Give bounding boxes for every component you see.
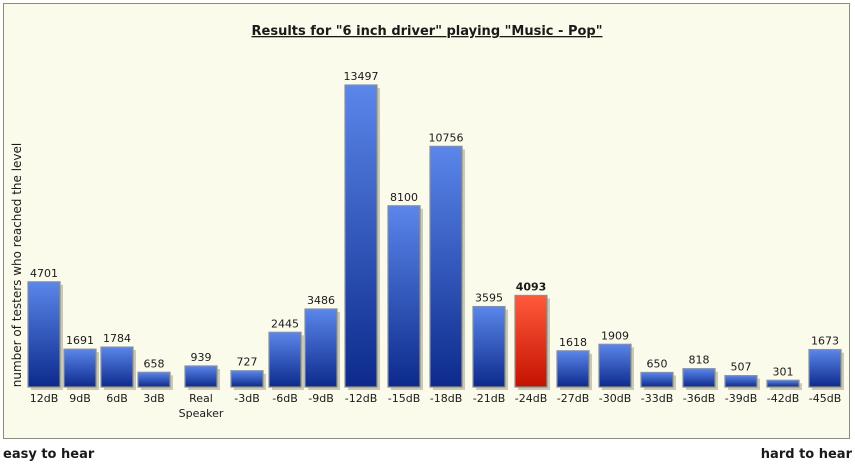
bar-value-label: 8100	[390, 191, 418, 204]
bar	[682, 368, 716, 388]
x-tick-label: -15dB	[388, 392, 421, 405]
bar-value-label: 658	[144, 357, 165, 370]
bar-value-label: 3486	[307, 294, 335, 307]
x-tick-label: -21dB	[473, 392, 506, 405]
bar	[27, 281, 61, 388]
y-axis-label: number of testers who reached the level	[10, 143, 24, 388]
bar	[387, 205, 421, 388]
x-tick-label: -6dB	[272, 392, 298, 405]
bar-value-label: 1909	[601, 329, 629, 342]
x-tick-label: 9dB	[69, 392, 91, 405]
chart-panel	[3, 3, 850, 439]
bar-value-label: 4093	[516, 280, 547, 293]
x-tick-label: Speaker	[179, 407, 224, 420]
x-tick-label: Real	[189, 392, 213, 405]
x-tick-label: -18dB	[430, 392, 463, 405]
bar-value-label: 301	[773, 365, 794, 378]
bar-highlighted	[514, 294, 548, 388]
bar-value-label: 727	[237, 356, 258, 369]
x-tick-label: -24dB	[515, 392, 548, 405]
bar-value-label: 2445	[271, 317, 299, 330]
x-tick-label: -36dB	[683, 392, 716, 405]
bar	[429, 145, 463, 388]
easy-to-hear-label: easy to hear	[3, 447, 95, 462]
x-tick-label: -33dB	[641, 392, 674, 405]
bars-layer: 4701 12dB 1691 9dB 1784 6dB 658 3dB 939 Real Speak…	[27, 70, 844, 420]
bar-value-label: 1618	[559, 336, 587, 349]
bar-value-label: 1784	[103, 332, 131, 345]
bar-value-label: 507	[731, 361, 752, 374]
chart-title: Results for "6 inch driver" playing "Mus…	[252, 24, 603, 39]
bar	[184, 365, 218, 388]
x-tick-label: -9dB	[308, 392, 334, 405]
bar	[640, 371, 674, 388]
x-tick-label: -42dB	[767, 392, 800, 405]
bar-value-label: 1691	[66, 334, 94, 347]
bar-value-label: 1673	[811, 335, 839, 348]
bar	[472, 305, 506, 388]
x-tick-label: -39dB	[725, 392, 758, 405]
hard-to-hear-label: hard to hear	[760, 447, 852, 462]
bar-value-label: 939	[191, 351, 212, 364]
x-tick-label: -27dB	[557, 392, 590, 405]
bar	[344, 84, 378, 388]
bar-chart: Results for "6 inch driver" playing "Mus…	[10, 24, 844, 420]
bar-value-label: 650	[647, 357, 668, 370]
bar	[230, 370, 264, 388]
x-tick-label: -3dB	[234, 392, 260, 405]
bar	[598, 343, 632, 388]
bar	[766, 379, 800, 388]
bar	[137, 371, 171, 388]
x-tick-label: 6dB	[106, 392, 128, 405]
bar-value-label: 4701	[30, 267, 58, 280]
x-tick-label: -45dB	[809, 392, 842, 405]
x-tick-label: -30dB	[599, 392, 632, 405]
bar-value-label: 10756	[429, 131, 464, 144]
bar	[304, 308, 338, 388]
bar	[724, 375, 758, 388]
bar	[808, 348, 842, 388]
bar	[100, 346, 134, 388]
x-tick-label: -12dB	[345, 392, 378, 405]
bar-value-label: 13497	[344, 70, 379, 83]
bar-value-label: 818	[689, 354, 710, 367]
x-tick-label: 3dB	[143, 392, 165, 405]
bar-value-label: 3595	[475, 292, 503, 305]
bar	[268, 331, 302, 388]
x-tick-label: 12dB	[30, 392, 59, 405]
bar	[556, 350, 590, 388]
bar	[63, 348, 97, 388]
